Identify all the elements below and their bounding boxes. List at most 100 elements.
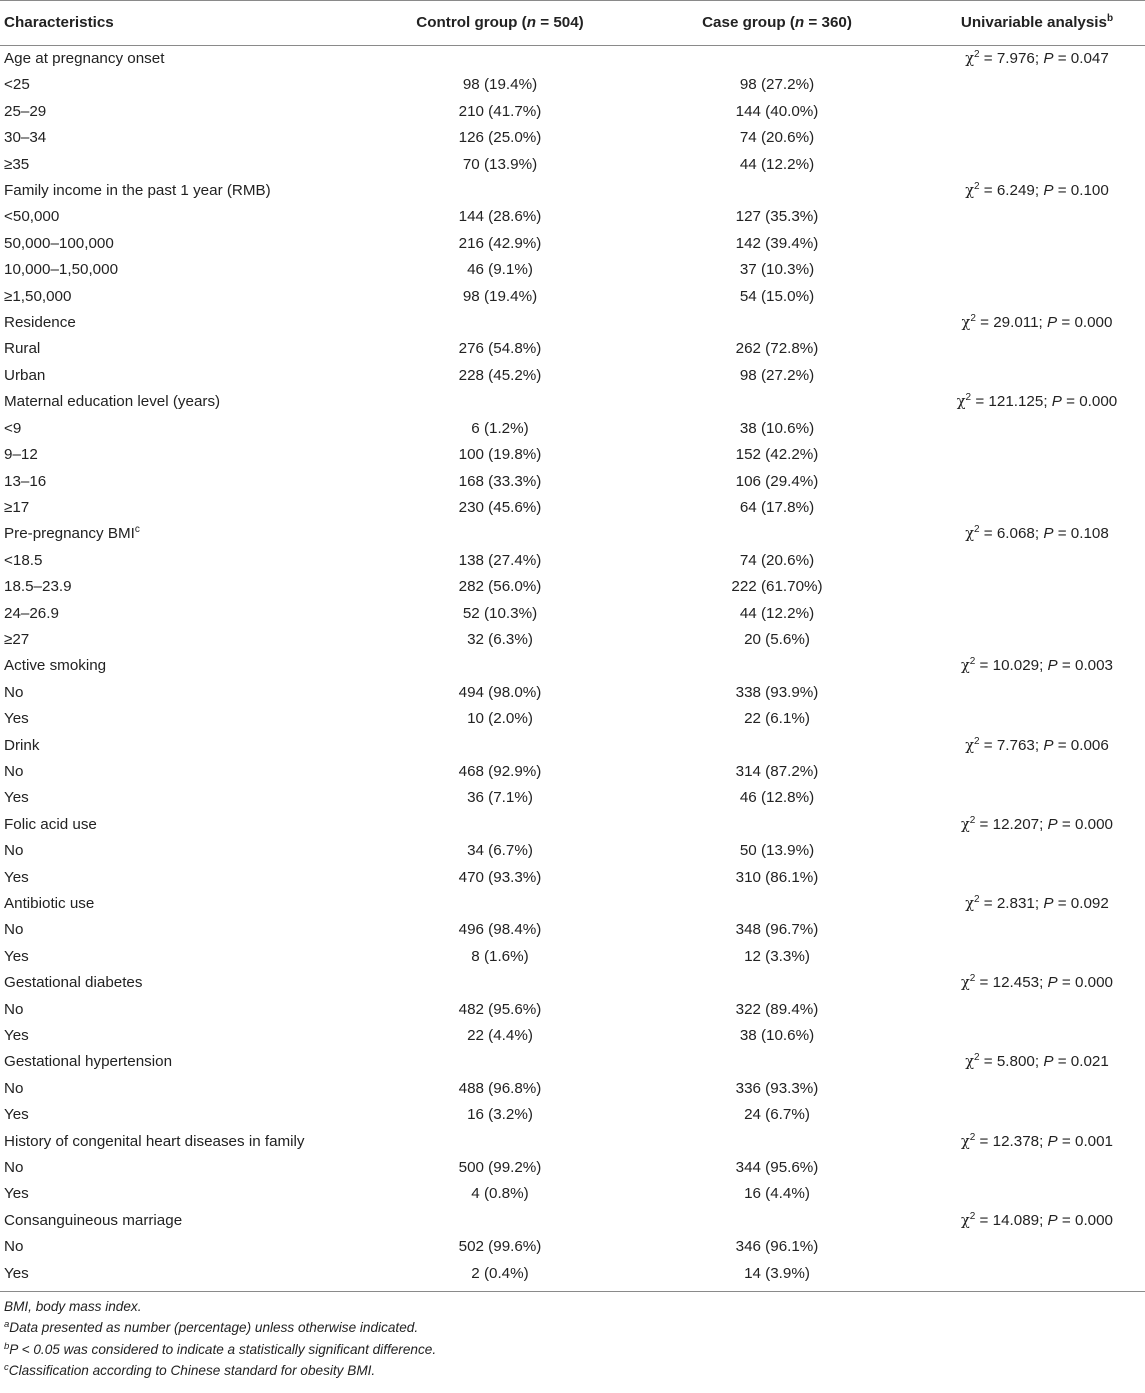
p-symbol: P [1047, 815, 1058, 833]
row-control-value: 32 (6.3%) [467, 630, 533, 648]
chi-symbol: χ [961, 315, 971, 332]
row-univariable-stat [929, 917, 1145, 943]
footnote-text: Data presented as number (percentage) un… [9, 1320, 419, 1336]
row-case-value [625, 389, 929, 415]
row-case-value [625, 891, 929, 917]
p-symbol: P [1047, 1132, 1058, 1150]
table-row-category: Family income in the past 1 year (RMB) χ2… [0, 178, 1145, 204]
row-case-value [625, 812, 929, 838]
table-row: Yes 8 (1.6%) 12 (3.3%) [0, 944, 1145, 970]
p-equals: = [1057, 974, 1075, 992]
header-case-label: Case group ( [702, 14, 795, 31]
chi-equals: = [979, 525, 997, 543]
chi-symbol: χ [960, 1212, 970, 1229]
row-label: No [0, 917, 375, 943]
row-control-value [375, 46, 625, 73]
chi-value: 6.249 [996, 182, 1035, 200]
header-univariable-label: Univariable analysis [960, 14, 1107, 31]
chi-symbol: χ [960, 1133, 970, 1150]
table-row: <9 6 (1.2%) 38 (10.6%) [0, 416, 1145, 442]
row-control-value: 488 (96.8%) [458, 1079, 542, 1097]
row-case-value: 54 (15.0%) [739, 287, 815, 305]
chi-exponent: 2 [969, 973, 976, 985]
table-row: No 502 (99.6%) 346 (96.1%) [0, 1234, 1145, 1260]
row-label-text: ≥17 [4, 498, 30, 516]
chi-value: 12.378 [992, 1132, 1040, 1150]
row-case-value: 262 (72.8%) [735, 340, 819, 358]
row-case-value [625, 521, 929, 547]
row-control-value [375, 1129, 625, 1155]
row-control-value: 216 (42.9%) [458, 234, 542, 252]
table-row-category: Gestational hypertension χ2 = 5.800; P = … [0, 1049, 1145, 1075]
p-value: 0.047 [1070, 50, 1109, 67]
row-univariable-stat [929, 257, 1145, 283]
row-case-value: 24 (6.7%) [744, 1106, 810, 1124]
p-symbol: P [1047, 974, 1058, 992]
row-case-value: 38 (10.6%) [739, 1027, 815, 1045]
chi-exponent: 2 [969, 1210, 976, 1222]
stat-separator: ; [1034, 50, 1044, 67]
chi-value: 7.976 [996, 50, 1035, 67]
row-univariable-stat [929, 1234, 1145, 1260]
row-control-value: 100 (19.8%) [458, 446, 542, 464]
row-label: <18.5 [0, 548, 375, 574]
row-control-value [375, 970, 625, 996]
chi-symbol: χ [960, 658, 970, 675]
chi-exponent: 2 [973, 1052, 980, 1064]
p-value: 0.092 [1070, 895, 1109, 912]
stat-separator: ; [1034, 736, 1044, 754]
characteristics-table: Characteristics Control group (n = 504) … [0, 0, 1145, 1292]
stat-separator: ; [1039, 1132, 1048, 1150]
row-label: Active smoking [0, 653, 375, 679]
p-symbol: P [1043, 1053, 1054, 1071]
table-row-category: Antibiotic use χ2 = 2.831; P = 0.092 [0, 891, 1145, 917]
row-univariable-stat [929, 416, 1145, 442]
row-control-value: 494 (98.0%) [458, 683, 542, 701]
chi-value: 5.800 [996, 1053, 1035, 1071]
row-label-text: 13–16 [4, 472, 47, 490]
chi-exponent: 2 [973, 894, 980, 905]
row-case-value: 346 (96.1%) [735, 1238, 819, 1256]
stat-separator: ; [1034, 182, 1044, 200]
table-row: ≥17 230 (45.6%) 64 (17.8%) [0, 495, 1145, 521]
row-univariable-stat: χ2 = 14.089; P = 0.000 [929, 1208, 1145, 1234]
chi-value: 14.089 [992, 1211, 1040, 1229]
row-label: <25 [0, 72, 375, 98]
row-label-text: 24–26.9 [4, 604, 59, 622]
footnote: cClassification according to Chinese sta… [4, 1360, 1145, 1382]
p-value: 0.006 [1070, 736, 1109, 754]
chi-exponent: 2 [973, 735, 980, 747]
row-label: 30–34 [0, 125, 375, 151]
row-control-value: 70 (13.9%) [462, 155, 538, 173]
chi-equals: = [975, 314, 994, 332]
row-label: 18.5–23.9 [0, 574, 375, 600]
row-label: Yes [0, 1181, 375, 1207]
row-case-value: 336 (93.3%) [735, 1079, 819, 1097]
footnote-marker: b [4, 1340, 10, 1352]
row-label-text: No [4, 1159, 24, 1177]
row-control-value [375, 1208, 625, 1234]
row-label: Rural [0, 336, 375, 362]
row-univariable-stat [929, 1260, 1145, 1292]
row-case-value: 348 (96.7%) [735, 921, 819, 939]
row-univariable-stat: χ2 = 7.976; P = 0.047 [929, 46, 1145, 73]
row-univariable-stat [929, 363, 1145, 389]
table-row-category: Residence χ2 = 29.011; P = 0.000 [0, 310, 1145, 336]
row-univariable-stat [929, 442, 1145, 468]
row-case-value: 152 (42.2%) [735, 446, 819, 464]
chi-equals: = [979, 895, 997, 912]
chi-symbol: χ [960, 975, 970, 992]
row-control-value: 138 (27.4%) [458, 551, 542, 569]
chi-equals: = [975, 657, 993, 675]
row-label: <9 [0, 416, 375, 442]
table-row: No 488 (96.8%) 336 (93.3%) [0, 1076, 1145, 1102]
table-row: 13–16 168 (33.3%) 106 (29.4%) [0, 469, 1145, 495]
chi-equals: = [979, 182, 997, 200]
p-symbol: P [1043, 895, 1054, 912]
row-label-text: Folic acid use [4, 815, 97, 833]
row-label: Yes [0, 1102, 375, 1128]
row-label-text: Yes [4, 710, 29, 728]
row-label: Yes [0, 1260, 375, 1292]
row-control-value [375, 891, 625, 917]
